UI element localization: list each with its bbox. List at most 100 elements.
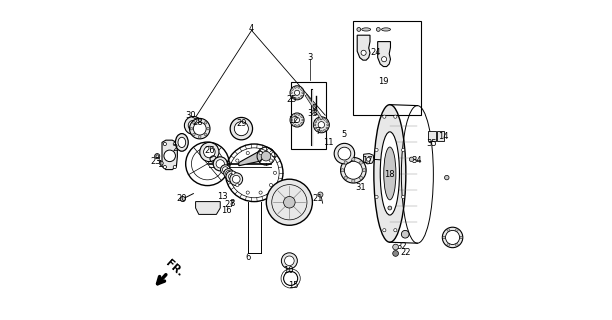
Text: 8: 8 bbox=[229, 199, 234, 208]
Ellipse shape bbox=[384, 147, 396, 200]
Text: 21: 21 bbox=[312, 194, 323, 203]
Circle shape bbox=[315, 121, 317, 123]
Circle shape bbox=[455, 229, 458, 231]
Circle shape bbox=[315, 127, 317, 129]
Circle shape bbox=[294, 86, 296, 88]
Circle shape bbox=[352, 158, 355, 161]
Circle shape bbox=[324, 129, 326, 131]
Text: 20: 20 bbox=[177, 194, 187, 203]
Circle shape bbox=[188, 120, 198, 131]
Circle shape bbox=[382, 228, 386, 232]
Circle shape bbox=[156, 155, 159, 157]
Text: 27: 27 bbox=[225, 200, 235, 209]
Circle shape bbox=[341, 169, 344, 172]
Ellipse shape bbox=[176, 134, 188, 151]
Circle shape bbox=[302, 119, 304, 121]
Circle shape bbox=[388, 173, 392, 176]
Circle shape bbox=[367, 157, 370, 161]
Polygon shape bbox=[196, 202, 220, 214]
Text: 11: 11 bbox=[323, 138, 334, 147]
Circle shape bbox=[163, 142, 166, 146]
Circle shape bbox=[294, 114, 296, 116]
Circle shape bbox=[317, 118, 319, 120]
Circle shape bbox=[207, 127, 209, 130]
Circle shape bbox=[345, 161, 362, 179]
Circle shape bbox=[226, 171, 231, 176]
Circle shape bbox=[300, 116, 303, 117]
Circle shape bbox=[291, 95, 293, 97]
Text: 28: 28 bbox=[193, 118, 203, 127]
Circle shape bbox=[226, 171, 237, 182]
Circle shape bbox=[393, 244, 398, 250]
Ellipse shape bbox=[381, 28, 390, 31]
Circle shape bbox=[298, 86, 300, 88]
Circle shape bbox=[220, 165, 230, 174]
Text: 4: 4 bbox=[249, 24, 254, 33]
Circle shape bbox=[181, 196, 185, 202]
Circle shape bbox=[204, 122, 207, 124]
Bar bbox=[353, 21, 420, 115]
Circle shape bbox=[447, 244, 450, 246]
Circle shape bbox=[164, 150, 176, 162]
Text: 26: 26 bbox=[204, 146, 215, 155]
Circle shape bbox=[352, 180, 355, 183]
Circle shape bbox=[359, 161, 363, 164]
Polygon shape bbox=[239, 151, 264, 166]
Circle shape bbox=[300, 88, 303, 90]
Circle shape bbox=[290, 113, 304, 127]
Ellipse shape bbox=[374, 105, 406, 242]
Circle shape bbox=[447, 229, 450, 231]
Polygon shape bbox=[364, 154, 374, 164]
Circle shape bbox=[388, 206, 392, 210]
Circle shape bbox=[357, 28, 360, 31]
Text: 32: 32 bbox=[397, 242, 408, 251]
Circle shape bbox=[326, 121, 328, 123]
Circle shape bbox=[401, 195, 405, 198]
Circle shape bbox=[326, 127, 328, 129]
Circle shape bbox=[317, 129, 319, 131]
Circle shape bbox=[318, 192, 323, 197]
Circle shape bbox=[321, 117, 323, 119]
Circle shape bbox=[224, 169, 233, 178]
Text: 29: 29 bbox=[236, 119, 247, 128]
Circle shape bbox=[155, 154, 160, 159]
Circle shape bbox=[334, 143, 354, 164]
Circle shape bbox=[269, 159, 272, 162]
Circle shape bbox=[246, 151, 249, 155]
Circle shape bbox=[259, 191, 262, 194]
Ellipse shape bbox=[178, 137, 185, 148]
Circle shape bbox=[230, 117, 253, 140]
Circle shape bbox=[266, 179, 312, 225]
Circle shape bbox=[173, 142, 176, 146]
Circle shape bbox=[381, 158, 386, 162]
Circle shape bbox=[282, 253, 297, 269]
Circle shape bbox=[313, 117, 329, 133]
Bar bbox=[436, 131, 444, 141]
Circle shape bbox=[228, 173, 235, 180]
Circle shape bbox=[361, 50, 366, 55]
Circle shape bbox=[442, 227, 463, 248]
Polygon shape bbox=[162, 140, 177, 170]
Circle shape bbox=[236, 183, 239, 187]
Circle shape bbox=[230, 173, 242, 186]
Polygon shape bbox=[357, 35, 370, 60]
Circle shape bbox=[285, 256, 294, 266]
Circle shape bbox=[460, 236, 463, 239]
Circle shape bbox=[455, 244, 458, 246]
Text: 33: 33 bbox=[307, 109, 318, 118]
Circle shape bbox=[163, 165, 166, 169]
Circle shape bbox=[294, 124, 296, 126]
Circle shape bbox=[394, 115, 397, 118]
Circle shape bbox=[327, 124, 329, 126]
Text: 17: 17 bbox=[362, 156, 373, 164]
Circle shape bbox=[298, 124, 300, 126]
Circle shape bbox=[338, 147, 351, 160]
Text: 16: 16 bbox=[222, 206, 232, 215]
Text: 34: 34 bbox=[411, 156, 422, 164]
Circle shape bbox=[376, 28, 380, 31]
Circle shape bbox=[314, 124, 316, 126]
Circle shape bbox=[444, 175, 449, 180]
Circle shape bbox=[160, 161, 163, 165]
Ellipse shape bbox=[380, 132, 400, 215]
Circle shape bbox=[234, 122, 248, 136]
